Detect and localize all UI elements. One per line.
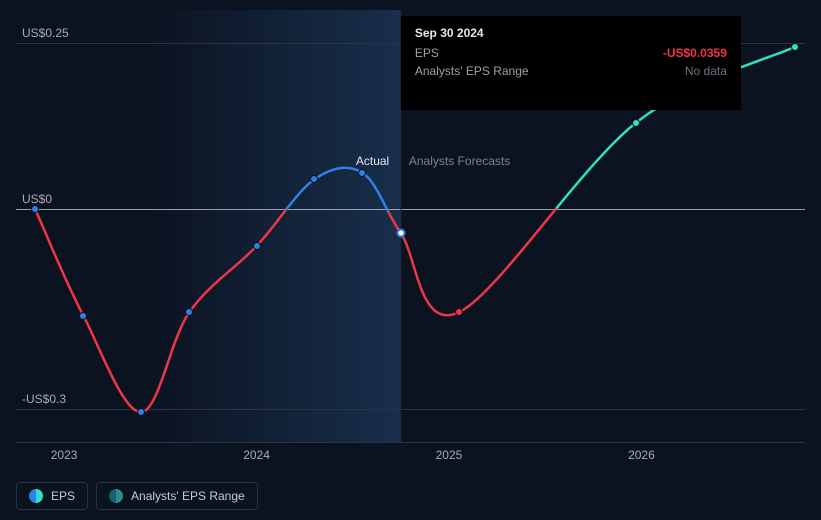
current-data-point[interactable] bbox=[396, 229, 405, 238]
tooltip-row: Analysts' EPS Range No data bbox=[415, 62, 727, 80]
forecast-section-label: Analysts Forecasts bbox=[409, 154, 510, 168]
eps-data-point[interactable] bbox=[185, 308, 193, 316]
forecast-data-point[interactable] bbox=[455, 308, 463, 316]
tooltip-row-value: No data bbox=[685, 64, 727, 78]
tooltip-row-value: -US$0.0359 bbox=[663, 46, 727, 60]
tooltip-date: Sep 30 2024 bbox=[415, 26, 727, 40]
legend-item-eps[interactable]: EPS bbox=[16, 482, 88, 510]
tooltip-row: EPS -US$0.0359 bbox=[415, 44, 727, 62]
legend-item-analysts-range[interactable]: Analysts' EPS Range bbox=[96, 482, 258, 510]
eps-data-point[interactable] bbox=[253, 242, 261, 250]
legend-label: Analysts' EPS Range bbox=[131, 489, 245, 503]
eps-chart: US$0.25US$0-US$0.3 Actual Analysts Forec… bbox=[0, 0, 821, 520]
range-swatch-icon bbox=[109, 489, 123, 503]
eps-data-point[interactable] bbox=[310, 175, 318, 183]
x-tick-label: 2025 bbox=[436, 448, 463, 462]
legend-label: EPS bbox=[51, 489, 75, 503]
eps-data-point[interactable] bbox=[137, 408, 145, 416]
legend: EPS Analysts' EPS Range bbox=[16, 482, 258, 510]
eps-data-point[interactable] bbox=[31, 205, 39, 213]
eps-data-point[interactable] bbox=[79, 312, 87, 320]
x-axis: 2023 2024 2025 2026 bbox=[16, 442, 805, 462]
forecast-data-point[interactable] bbox=[632, 119, 640, 127]
tooltip-row-label: Analysts' EPS Range bbox=[415, 64, 529, 78]
x-tick-label: 2026 bbox=[628, 448, 655, 462]
x-tick-label: 2024 bbox=[243, 448, 270, 462]
actual-section-label: Actual bbox=[356, 154, 389, 168]
eps-swatch-icon bbox=[29, 489, 43, 503]
tooltip-row-label: EPS bbox=[415, 46, 439, 60]
eps-data-point[interactable] bbox=[358, 169, 366, 177]
forecast-data-point[interactable] bbox=[791, 43, 799, 51]
x-tick-label: 2023 bbox=[51, 448, 78, 462]
hover-tooltip: Sep 30 2024 EPS -US$0.0359 Analysts' EPS R… bbox=[401, 16, 741, 110]
